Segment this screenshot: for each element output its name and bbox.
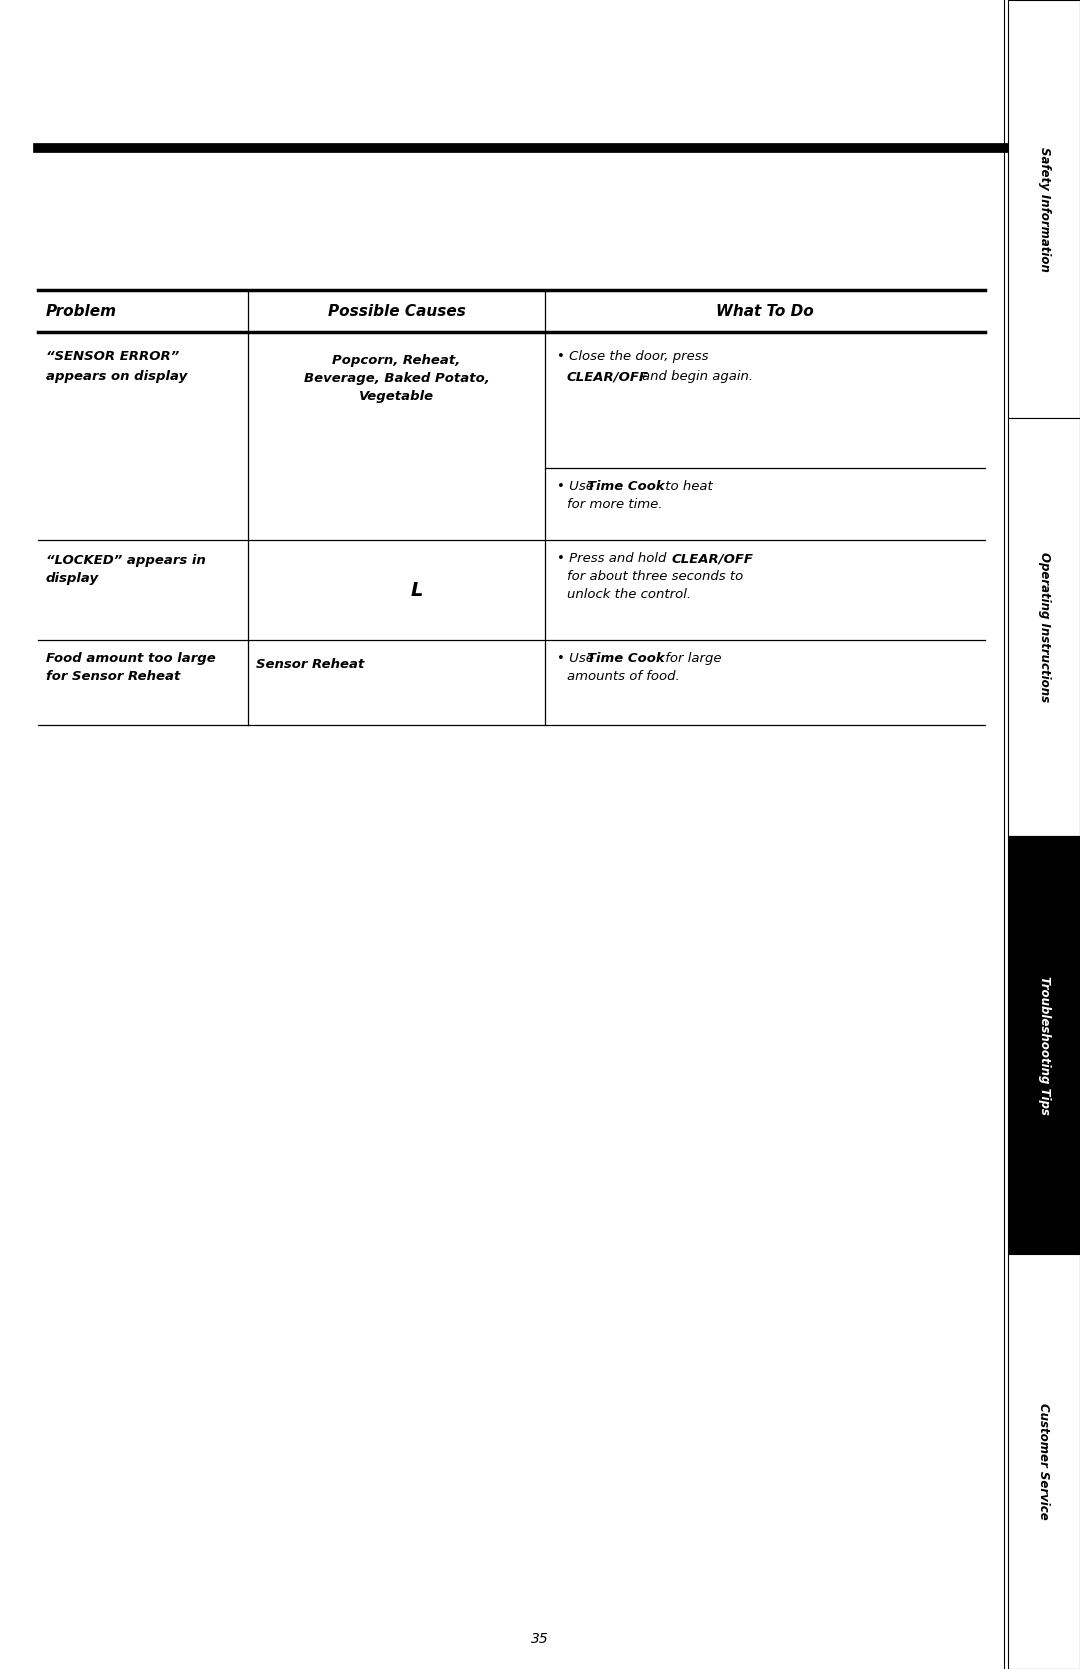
Text: • Use: • Use	[557, 481, 598, 492]
Text: amounts of food.: amounts of food.	[567, 669, 679, 683]
Text: Beverage, Baked Potato,: Beverage, Baked Potato,	[303, 372, 489, 386]
Text: Customer Service: Customer Service	[1038, 1404, 1051, 1520]
Text: “LOCKED” appears in: “LOCKED” appears in	[46, 554, 206, 567]
Text: Time Cook: Time Cook	[588, 481, 665, 492]
Text: for Sensor Reheat: for Sensor Reheat	[46, 669, 180, 683]
Bar	[1008, 1253, 1080, 1669]
Text: Vegetable: Vegetable	[359, 391, 434, 402]
Text: L: L	[410, 581, 422, 599]
Text: display: display	[46, 572, 99, 586]
Text: CLEAR/OFF: CLEAR/OFF	[672, 552, 754, 566]
Text: for large: for large	[661, 653, 721, 664]
Text: “SENSOR ERROR”: “SENSOR ERROR”	[46, 350, 179, 362]
Text: Operating Instructions: Operating Instructions	[1038, 552, 1051, 703]
Text: Time Cook: Time Cook	[588, 653, 665, 664]
Text: to heat: to heat	[661, 481, 713, 492]
Text: unlock the control.: unlock the control.	[567, 587, 691, 601]
Text: for about three seconds to: for about three seconds to	[567, 571, 743, 582]
Bar	[1008, 836, 1080, 1253]
Text: • Close the door, press: • Close the door, press	[557, 350, 708, 362]
Text: What To Do: What To Do	[716, 304, 814, 319]
Text: Troubleshooting Tips: Troubleshooting Tips	[1038, 976, 1051, 1115]
Text: Problem: Problem	[46, 304, 117, 319]
Text: Food amount too large: Food amount too large	[46, 653, 216, 664]
Text: • Use: • Use	[557, 653, 598, 664]
Text: Possible Causes: Possible Causes	[327, 304, 465, 319]
Bar	[1008, 417, 1080, 836]
Text: Safety Information: Safety Information	[1038, 147, 1051, 272]
Text: for more time.: for more time.	[567, 497, 662, 511]
Text: • Press and hold: • Press and hold	[557, 552, 671, 566]
Text: and begin again.: and begin again.	[642, 371, 753, 382]
Text: 35: 35	[531, 1632, 549, 1646]
Text: CLEAR/OFF: CLEAR/OFF	[567, 371, 649, 382]
Bar	[1008, 0, 1080, 417]
Text: Popcorn, Reheat,: Popcorn, Reheat,	[333, 354, 461, 367]
Text: appears on display: appears on display	[46, 371, 187, 382]
Text: Sensor Reheat: Sensor Reheat	[256, 658, 364, 671]
